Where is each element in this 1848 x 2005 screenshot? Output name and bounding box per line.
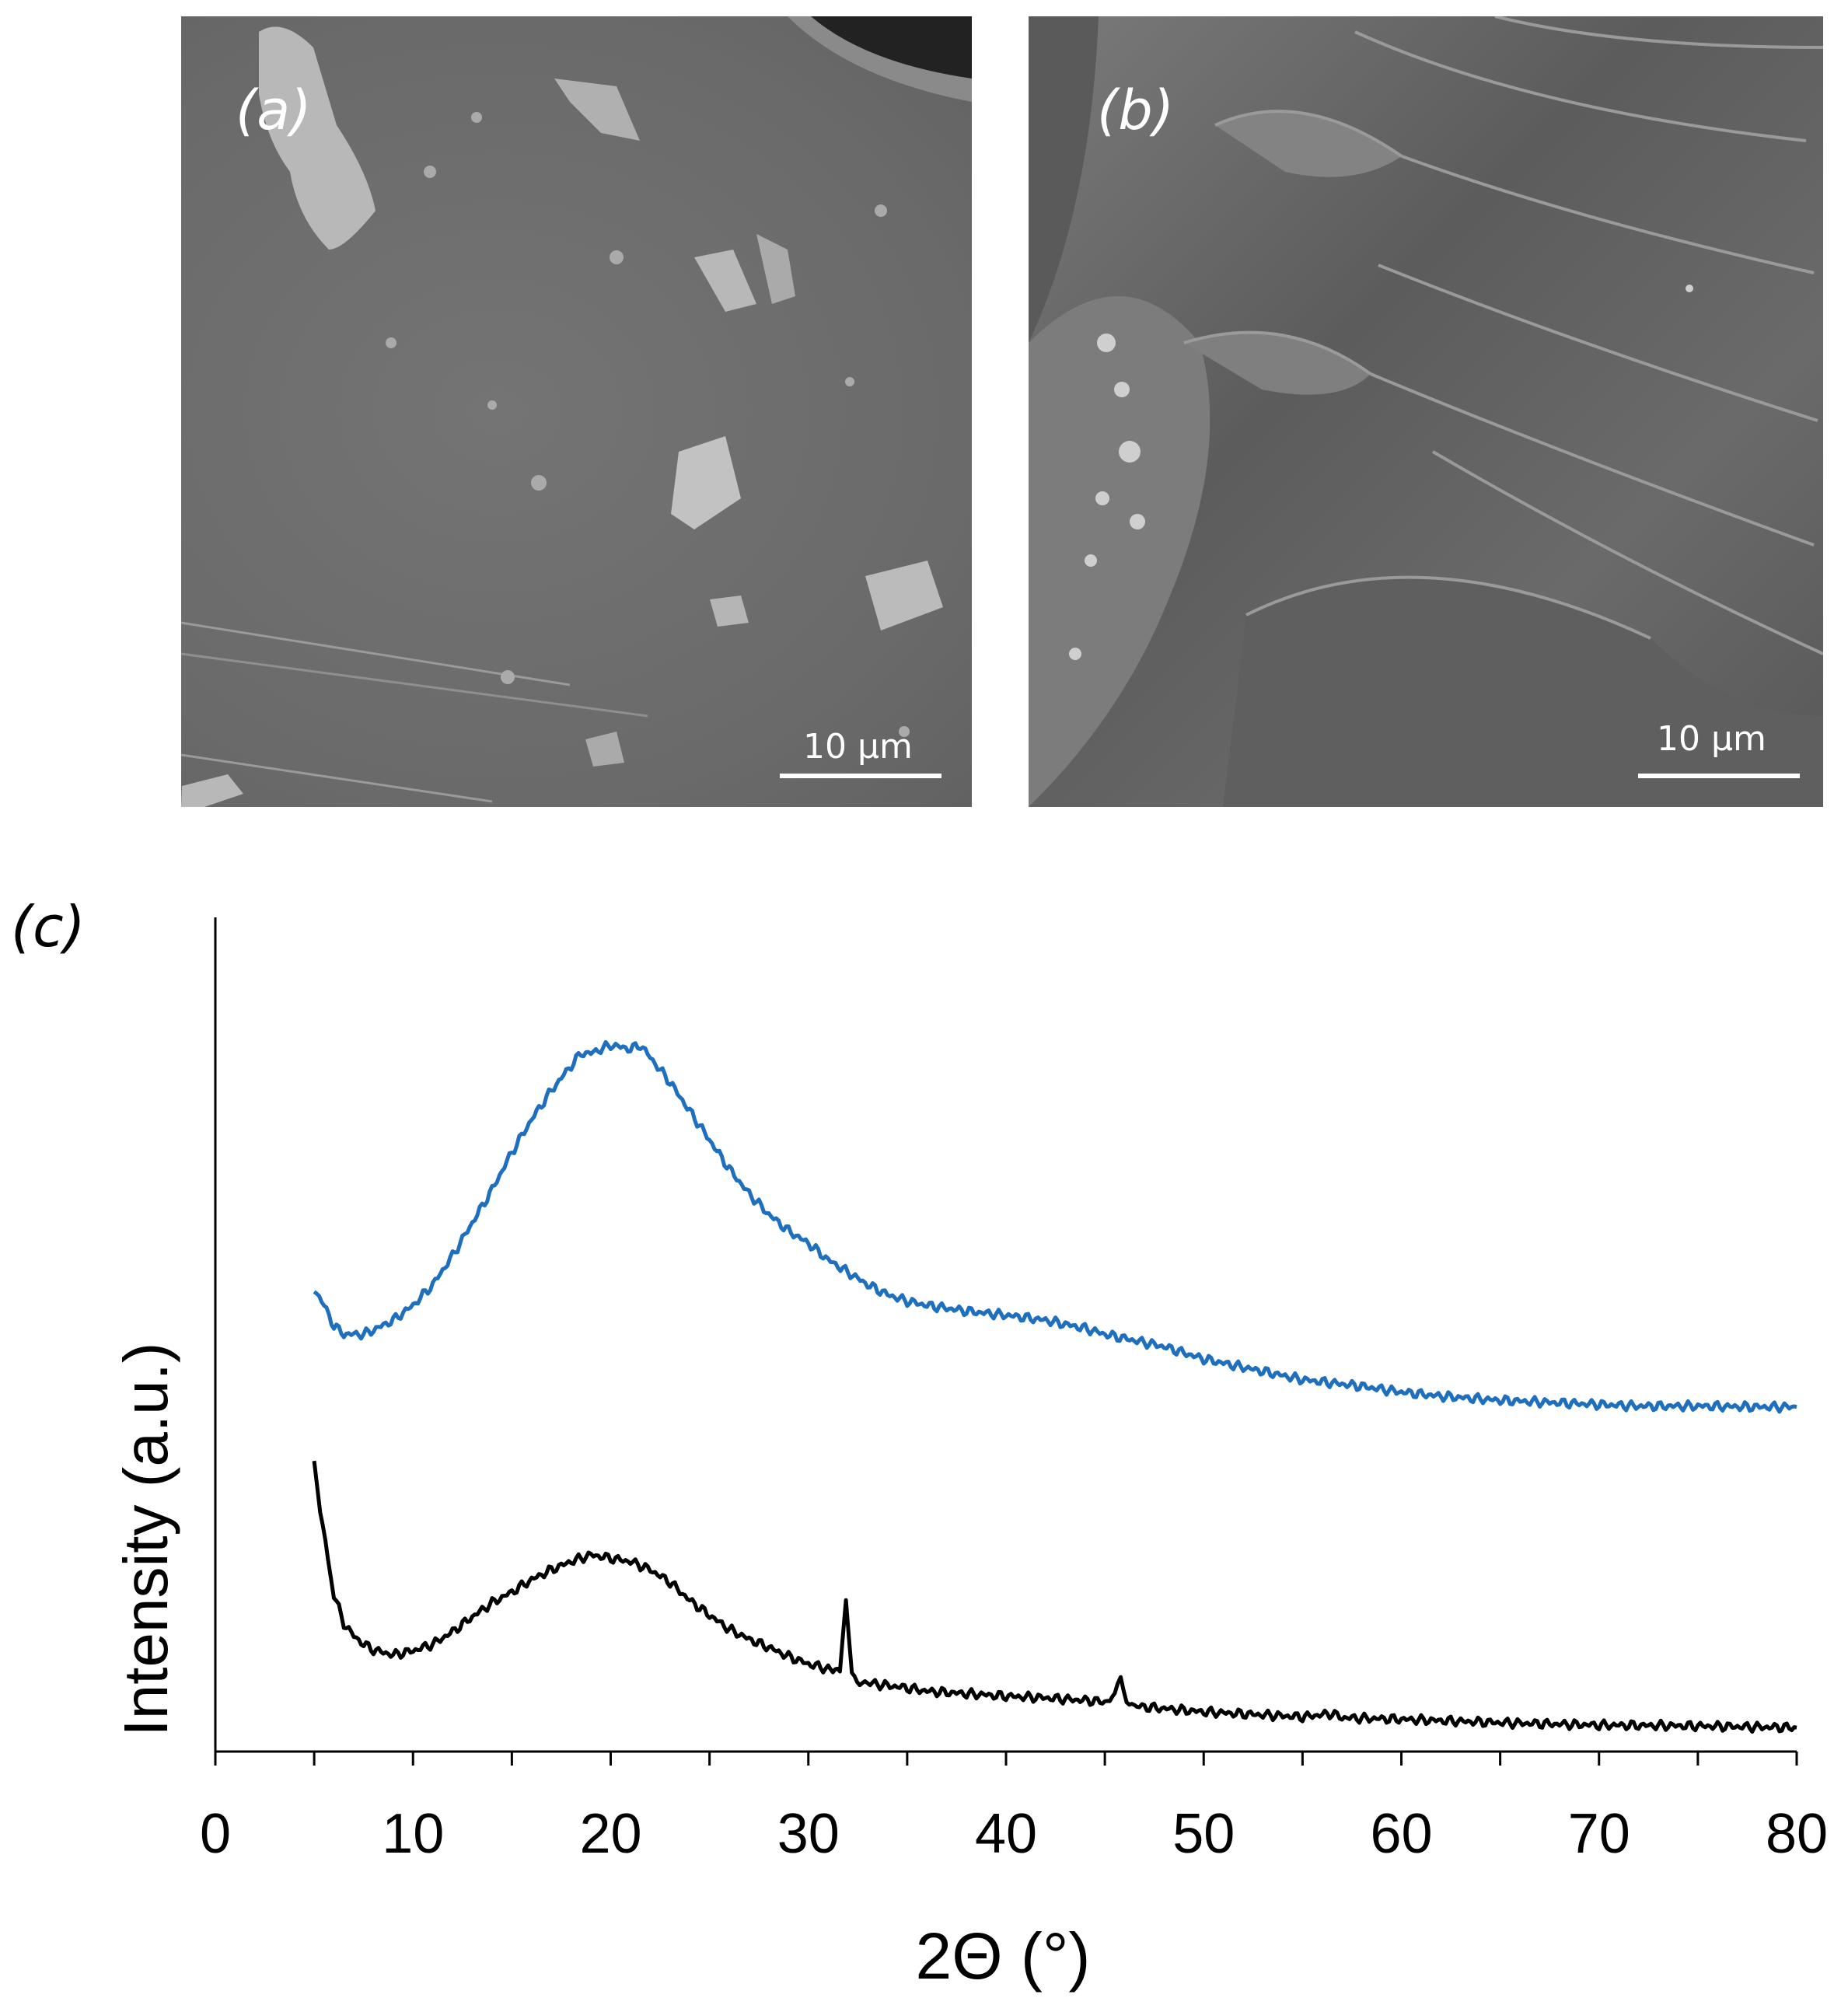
x-ticks: 0 10 20 30 40 50 60 70 80 bbox=[200, 1752, 1828, 1865]
y-axis-label: Intensity (a.u.) bbox=[111, 1343, 180, 1737]
panel-label-c: (c) bbox=[11, 894, 86, 959]
series-layer bbox=[312, 1039, 1797, 1734]
sem-image-a: (a) 10 µm bbox=[181, 16, 972, 807]
scale-bar-label-a: 10 µm bbox=[803, 727, 913, 767]
x-tick-label: 60 bbox=[1370, 1803, 1432, 1865]
x-tick-label: 0 bbox=[200, 1803, 231, 1865]
x-tick-label: 50 bbox=[1172, 1803, 1235, 1865]
x-tick-label: 20 bbox=[579, 1803, 641, 1865]
x-axis-label: 2Θ (°) bbox=[916, 1919, 1091, 1993]
scale-bar-b bbox=[1638, 774, 1800, 778]
scale-bar-label-b: 10 µm bbox=[1657, 719, 1766, 759]
scale-bar-a bbox=[780, 774, 941, 778]
sem-texture-a bbox=[181, 16, 972, 807]
x-tick-label: 40 bbox=[975, 1803, 1037, 1865]
x-tick-label: 80 bbox=[1766, 1803, 1828, 1865]
x-tick-label: 10 bbox=[382, 1803, 444, 1865]
chart-axes bbox=[214, 917, 1797, 1753]
series-line-1 bbox=[312, 1460, 1797, 1734]
panel-label-b: (b) bbox=[1097, 79, 1175, 142]
xrd-chart: 0 10 20 30 40 50 60 70 80 2Θ (°) Intensity (a.u.… bbox=[111, 917, 1828, 1993]
series-line-0 bbox=[313, 1039, 1797, 1414]
sem-image-b: (b) 10 µm bbox=[1029, 16, 1823, 807]
x-tick-label: 30 bbox=[777, 1803, 840, 1865]
x-tick-label: 70 bbox=[1568, 1803, 1630, 1865]
sem-texture-b bbox=[1029, 16, 1823, 807]
panel-label-a: (a) bbox=[236, 79, 312, 142]
